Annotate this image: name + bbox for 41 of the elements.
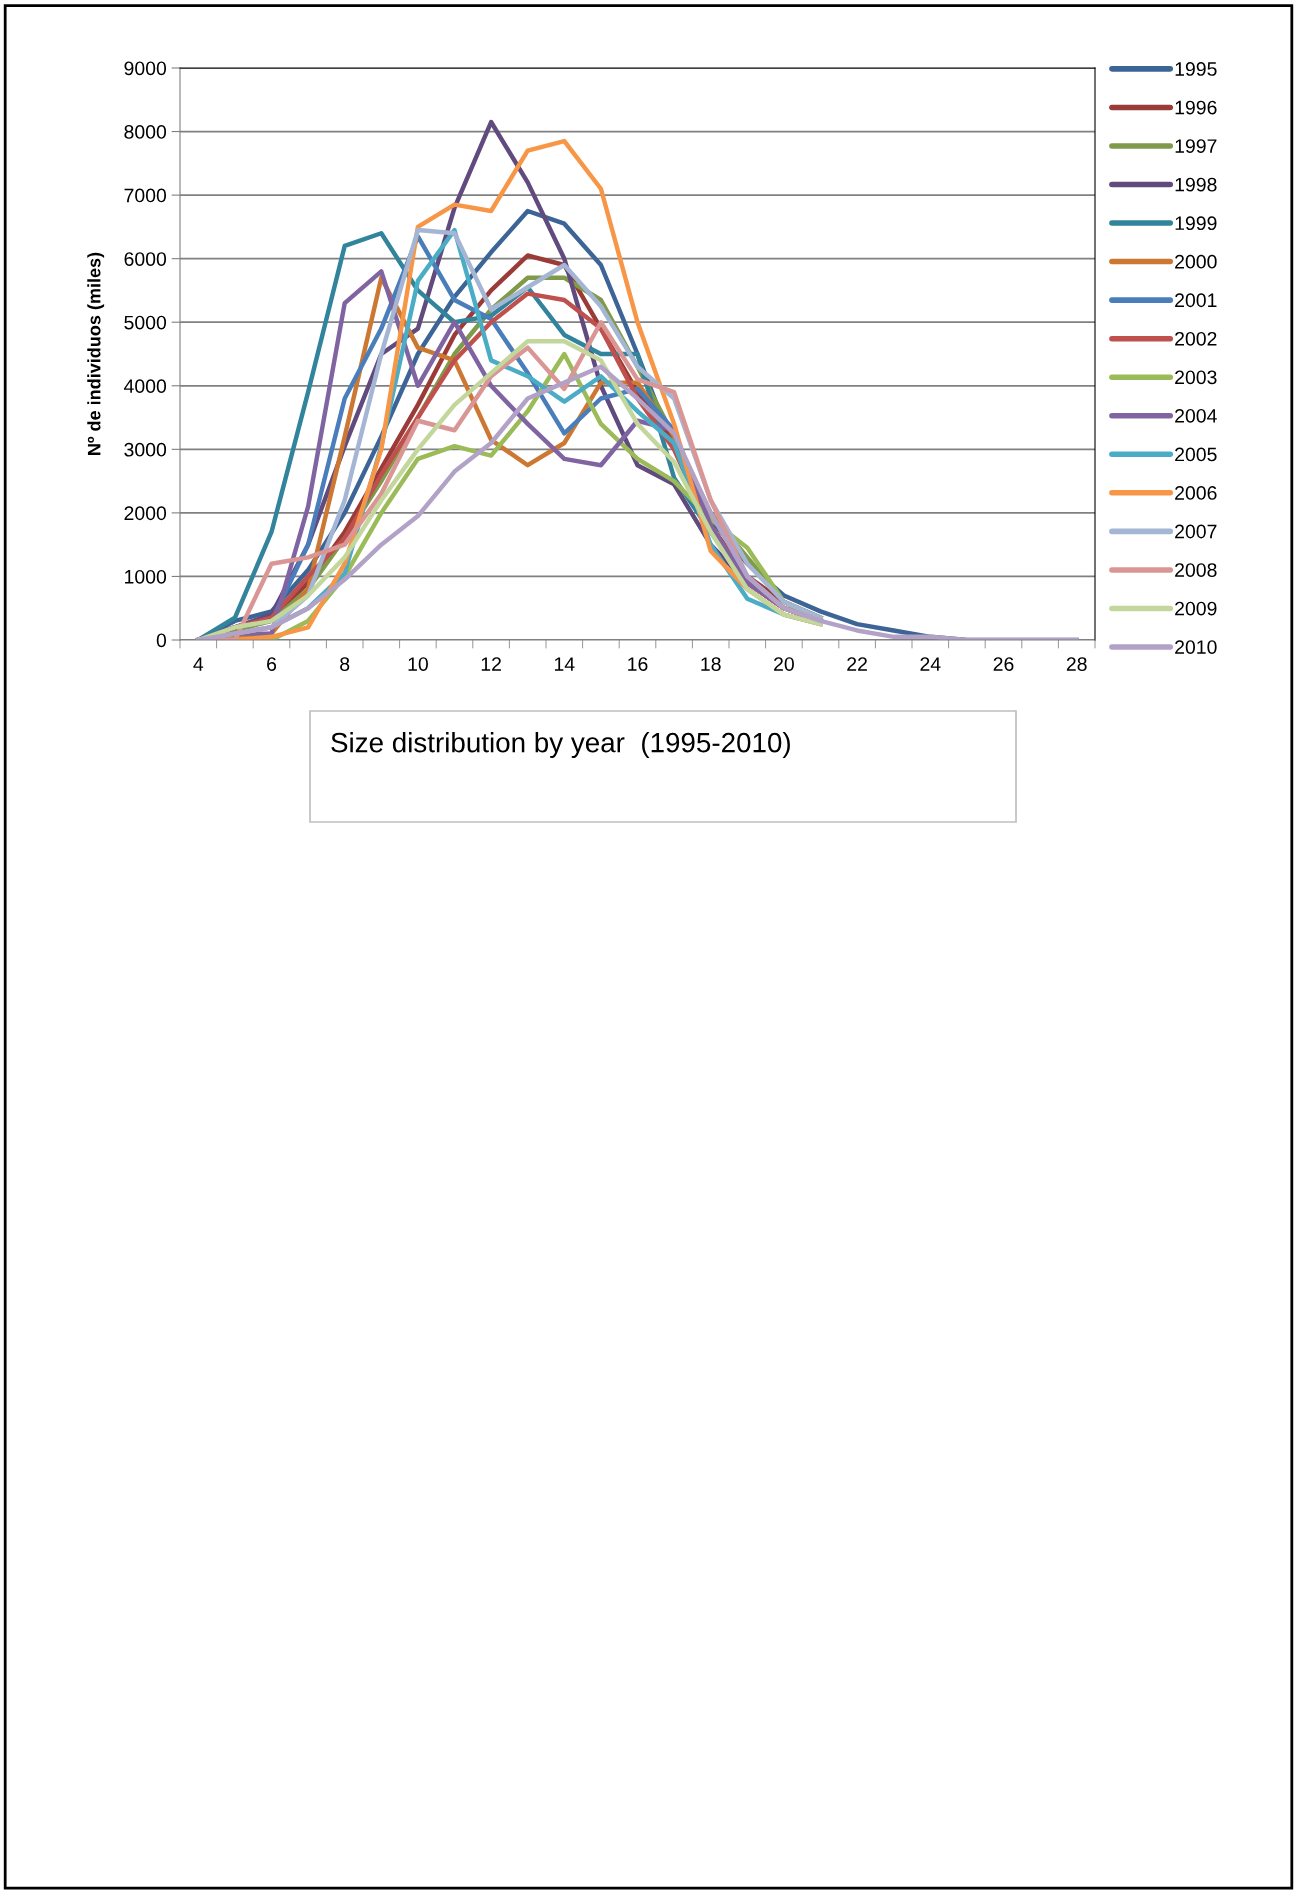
- x-tick-label: 10: [408, 657, 428, 671]
- legend-label: 2008: [1175, 563, 1217, 577]
- x-tick-label: 24: [920, 657, 941, 671]
- legend-label: 2010: [1175, 640, 1217, 655]
- x-tick-label: 14: [554, 657, 575, 671]
- text: Size distribution by year (1995-2010): [331, 732, 790, 758]
- x-tick-label: 8: [340, 657, 350, 671]
- y-tick-label: 8000: [124, 125, 167, 139]
- x-tick-label: 18: [701, 657, 721, 671]
- legend-label: 1996: [1175, 100, 1217, 115]
- legend-label: 1995: [1175, 62, 1217, 76]
- legend-label: 2009: [1175, 601, 1217, 616]
- legend-label: 2000: [1175, 254, 1217, 269]
- y-tick-label: 1000: [125, 569, 167, 584]
- x-tick-label: 26: [993, 657, 1014, 671]
- x-tick-label: 28: [1066, 657, 1087, 671]
- legend-label: 2005: [1175, 447, 1217, 462]
- x-tick-label: 6: [267, 657, 277, 671]
- legend-label: 2004: [1175, 408, 1217, 423]
- x-tick-label: 12: [481, 657, 501, 671]
- legend-label: 1999: [1175, 216, 1217, 231]
- legend-label: 1998: [1175, 177, 1217, 192]
- x-tick-label: 20: [774, 657, 794, 671]
- y-tick-label: 3000: [124, 442, 167, 457]
- legend-label: 2006: [1175, 486, 1217, 500]
- y-tick-label: 9000: [124, 61, 167, 76]
- legend-label: 2003: [1175, 370, 1217, 385]
- y-tick-label: 4000: [124, 379, 167, 394]
- x-tick-label: 16: [628, 657, 648, 671]
- y-axis-title: Nº de individuos (miles): [87, 252, 105, 455]
- y-tick-label: 0: [156, 633, 167, 648]
- x-tick-label: 22: [847, 657, 867, 671]
- legend-label: 1997: [1175, 139, 1217, 153]
- y-tick-label: 2000: [124, 506, 167, 521]
- legend-label: 2001: [1175, 293, 1217, 308]
- legend-label: 2002: [1175, 331, 1217, 346]
- legend-label: 2007: [1175, 524, 1217, 539]
- y-tick-label: 7000: [124, 188, 167, 203]
- x-tick-label: 4: [193, 657, 204, 671]
- y-tick-label: 5000: [124, 315, 167, 330]
- y-tick-label: 6000: [124, 252, 167, 266]
